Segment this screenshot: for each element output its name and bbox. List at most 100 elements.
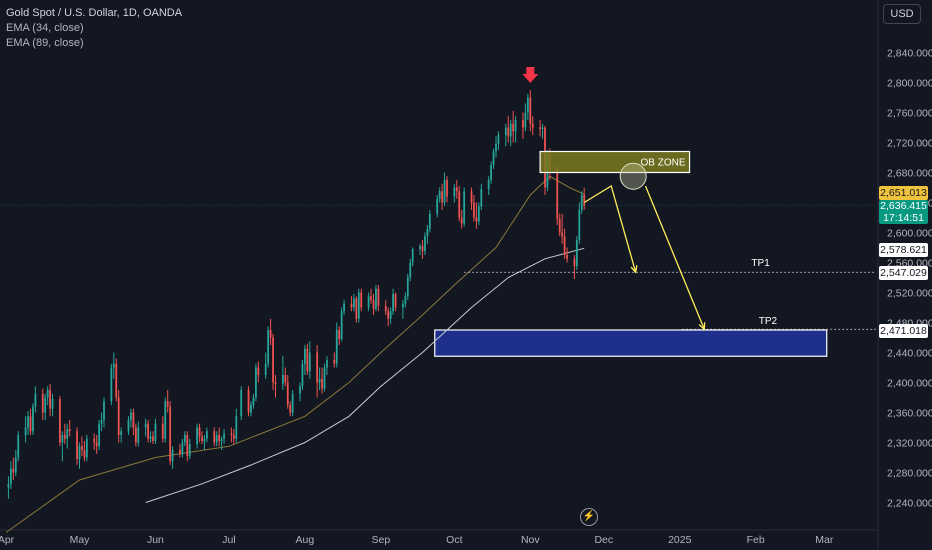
- candle: [7, 476, 10, 499]
- currency-button[interactable]: USD: [883, 4, 921, 24]
- candle: [34, 386, 37, 413]
- ema-34-label[interactable]: EMA (34, close): [6, 22, 84, 34]
- candle: [377, 285, 380, 312]
- candle-body: [230, 433, 233, 435]
- candle-body: [49, 390, 51, 409]
- candle-body: [95, 442, 98, 447]
- candle-body: [169, 406, 172, 462]
- candle-body: [556, 168, 559, 219]
- candle-body: [575, 240, 578, 267]
- candle: [130, 408, 132, 428]
- candle: [203, 435, 206, 450]
- candle-body: [436, 198, 439, 214]
- candle: [137, 421, 140, 447]
- candle: [473, 195, 475, 222]
- candle: [355, 296, 358, 323]
- candle-body: [299, 386, 301, 394]
- candle: [343, 300, 345, 315]
- candle: [541, 123, 544, 139]
- candle: [338, 326, 341, 345]
- candle: [115, 358, 118, 402]
- candle-body: [149, 436, 152, 439]
- candle-body: [223, 433, 225, 439]
- candle-body: [446, 180, 448, 197]
- candle-body: [206, 431, 208, 439]
- tp2-target-box: [434, 329, 828, 357]
- candle-body: [115, 363, 118, 398]
- candle: [353, 294, 355, 312]
- candle-body: [103, 401, 105, 420]
- candle: [286, 375, 289, 409]
- candle-body: [438, 191, 441, 199]
- candle: [44, 393, 47, 420]
- candle: [264, 352, 267, 379]
- candle-body: [98, 423, 100, 447]
- candle-body: [274, 382, 277, 384]
- candle: [480, 183, 483, 210]
- candle: [257, 361, 260, 383]
- candle: [441, 183, 443, 210]
- price-axis-tick-label: 2,680.000: [887, 168, 932, 180]
- candle-body: [255, 367, 257, 398]
- candle: [171, 446, 174, 469]
- candle-body: [154, 423, 157, 441]
- candle-body: [232, 435, 235, 439]
- price-axis-tick-label: 2,600.000: [887, 228, 932, 240]
- candle-body: [284, 375, 287, 383]
- tp2-price-tag: 2,471.018: [879, 324, 928, 338]
- candle: [161, 416, 164, 443]
- down-arrow-marker: [522, 67, 539, 83]
- candle: [144, 418, 147, 437]
- candle-body: [196, 427, 198, 444]
- candle-body: [495, 144, 497, 152]
- candle: [14, 450, 17, 477]
- candle-body: [539, 127, 541, 129]
- candle-body: [357, 292, 360, 319]
- candle-body: [318, 378, 321, 383]
- candle-body: [171, 450, 174, 462]
- candle-body: [409, 262, 412, 278]
- arrow-to-tp1: [583, 184, 637, 273]
- candle: [81, 436, 83, 456]
- candle-body: [343, 303, 345, 312]
- price-axis-tick-label: 2,240.000: [887, 498, 932, 510]
- candle: [32, 403, 34, 435]
- candle-body: [7, 483, 10, 488]
- candle: [424, 232, 426, 255]
- candle-body: [134, 427, 137, 443]
- candle: [301, 360, 304, 390]
- candle-body: [558, 219, 561, 233]
- arrow-to-tp2-head: [698, 322, 706, 331]
- symbol-title[interactable]: Gold Spot / U.S. Dollar, 1D, OANDA: [6, 7, 183, 19]
- candle-body: [392, 294, 394, 312]
- candle-body: [281, 375, 284, 384]
- candle: [29, 408, 32, 435]
- candle: [497, 131, 500, 150]
- candle: [394, 292, 397, 312]
- candle: [392, 288, 394, 315]
- candle-body: [406, 277, 409, 297]
- candle-body: [512, 123, 515, 132]
- candle-body: [267, 330, 270, 364]
- candle-body: [304, 348, 306, 364]
- time-axis-tick-label: May: [70, 534, 91, 546]
- candle: [274, 375, 277, 398]
- candle: [357, 288, 360, 323]
- candle: [223, 429, 225, 444]
- candle-body: [100, 420, 103, 424]
- candle-body: [269, 330, 272, 338]
- candle: [522, 112, 524, 139]
- ema-89-label[interactable]: EMA (89, close): [6, 37, 84, 49]
- candle: [428, 210, 431, 233]
- time-axis-tick-label: Oct: [446, 534, 462, 546]
- candle: [166, 390, 169, 413]
- candle-body: [360, 292, 363, 308]
- candle-body: [384, 306, 387, 312]
- candle: [495, 136, 497, 158]
- lightning-icon[interactable]: ⚡: [580, 508, 598, 526]
- candle-body: [161, 423, 164, 439]
- candle: [406, 273, 409, 300]
- candle-body: [240, 390, 243, 417]
